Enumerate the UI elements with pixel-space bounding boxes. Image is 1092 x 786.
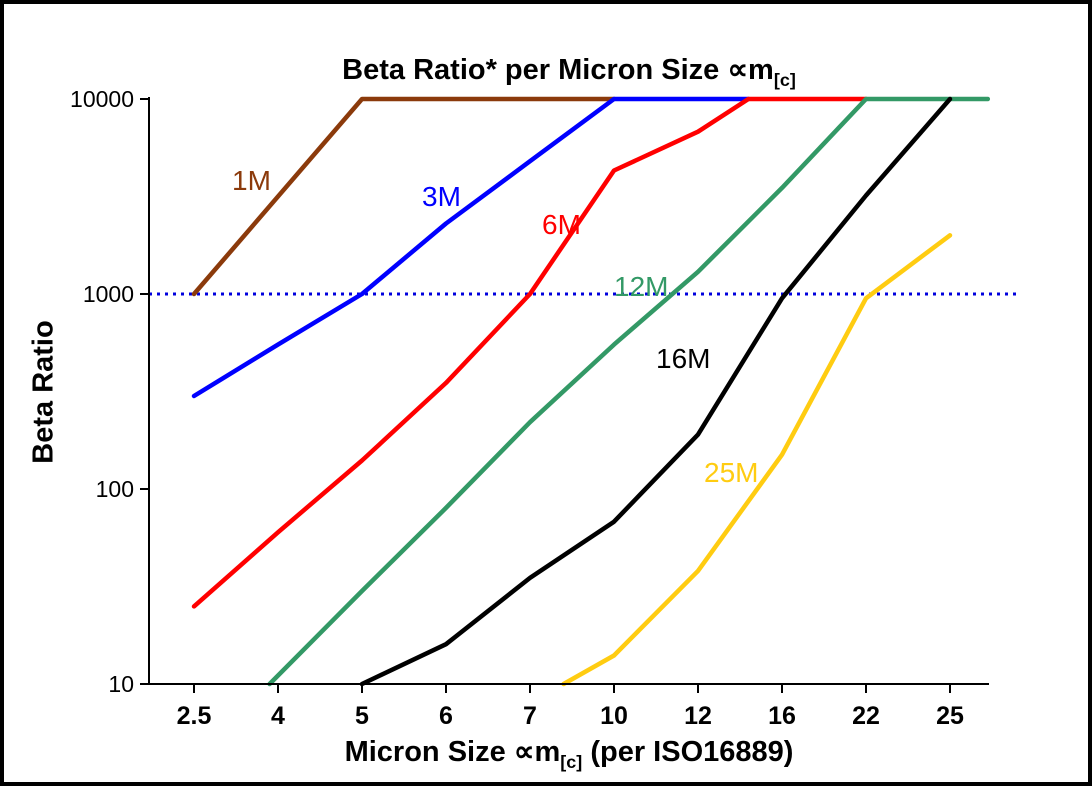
x-axis-title-text: Micron Size xyxy=(344,736,514,768)
y-tick-label: 100 xyxy=(96,476,134,502)
x-tick-label: 10 xyxy=(600,702,628,730)
x-tick-label: 7 xyxy=(523,702,537,730)
x-axis-title-symbol: ∝m xyxy=(513,736,561,768)
series-line-25M xyxy=(561,233,953,687)
x-tick-label: 25 xyxy=(936,702,964,730)
x-tick-label: 5 xyxy=(355,702,369,730)
series-line-12M xyxy=(267,96,991,687)
series-line-3M xyxy=(191,96,751,399)
series-label-1M: 1M xyxy=(232,165,271,196)
series-line-6M xyxy=(191,96,869,609)
beta-ratio-chart: 1M 3M 6M 12M 16M 25M 10 100 1000 10000 2.5 4 5 6 7 10 12… xyxy=(70,86,1016,730)
x-axis-title-suffix: (per ISO16889) xyxy=(582,736,794,768)
x-tick-label: 12 xyxy=(684,702,712,730)
series-label-12M: 12M xyxy=(614,271,668,302)
x-tick-label: 16 xyxy=(768,702,796,730)
chart-title-symbol: ∝m xyxy=(727,54,774,86)
series-label-16M: 16M xyxy=(656,343,710,374)
series-label-6M: 6M xyxy=(542,209,581,240)
x-axis-title-subscript: [c] xyxy=(560,751,583,772)
series-label-3M: 3M xyxy=(422,181,461,212)
chart-title-text: Beta Ratio* per Micron Size xyxy=(342,54,728,86)
series-label-25M: 25M xyxy=(704,457,758,488)
y-axis-title: Beta Ratio xyxy=(27,320,60,464)
x-axis-title: Micron Size ∝m[c] (per ISO16889) xyxy=(149,734,989,773)
y-tick-label: 10000 xyxy=(70,86,134,112)
chart-title-subscript: [c] xyxy=(773,69,796,90)
chart-title: Beta Ratio* per Micron Size ∝m[c] xyxy=(149,52,989,91)
y-tick-label: 10 xyxy=(108,671,134,697)
x-tick-label: 22 xyxy=(852,702,880,730)
series-line-16M xyxy=(359,96,953,687)
x-tick-label: 2.5 xyxy=(177,702,212,730)
x-tick-label: 6 xyxy=(439,702,453,730)
series-line-1M xyxy=(191,96,617,297)
y-tick-label: 1000 xyxy=(83,281,134,307)
x-tick-label: 4 xyxy=(271,702,285,730)
